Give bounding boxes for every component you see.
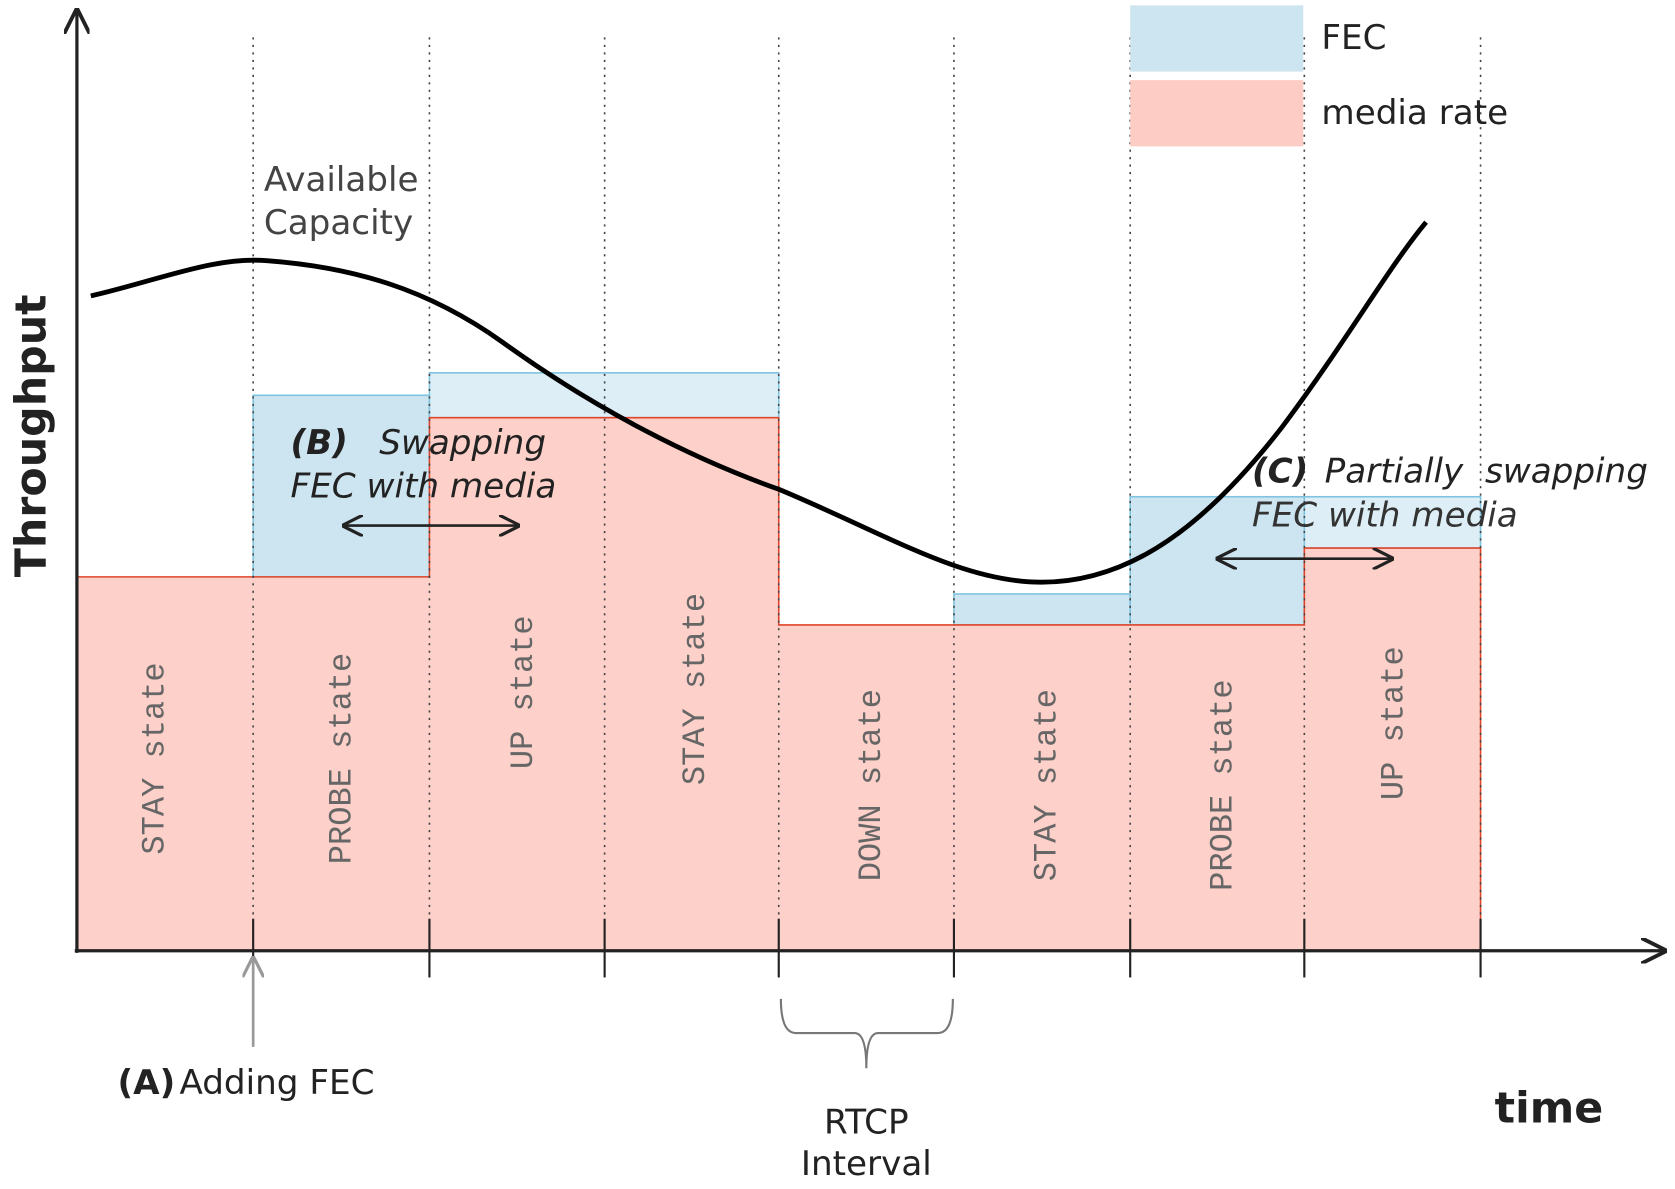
state-label: DOWN state xyxy=(853,689,890,881)
capacity-label: Available xyxy=(264,160,419,200)
fec-areas xyxy=(252,372,1482,626)
states: STAY state PROBE state UP state STAY sta… xyxy=(136,593,1412,891)
rtcp-label: RTCP xyxy=(824,1102,909,1142)
state-label: PROBE state xyxy=(1205,679,1242,890)
legend-label: FEC xyxy=(1321,18,1386,58)
rtcp-label: Interval xyxy=(801,1144,932,1184)
brace xyxy=(779,998,954,1069)
annotation-text: Swapping xyxy=(379,423,546,463)
state-label: STAY state xyxy=(136,662,173,854)
legend-label: media rate xyxy=(1321,93,1508,133)
axes xyxy=(75,11,1665,953)
annotation-text: Adding FEC xyxy=(179,1063,374,1103)
annotation-tag: (C) xyxy=(1252,452,1308,492)
annotation-tag: (A) xyxy=(118,1063,176,1103)
legend-swatch xyxy=(1130,5,1304,72)
capacity-label: Capacity xyxy=(264,203,413,243)
state-label: UP state xyxy=(505,615,542,769)
annotation-text: FEC with media xyxy=(291,467,557,507)
annotation-text: Partially swapping xyxy=(1325,452,1648,492)
state-label: STAY state xyxy=(1028,689,1065,881)
legend-swatch xyxy=(1130,80,1304,147)
annotation-tag: (B) xyxy=(291,423,348,463)
x-axis-label: time xyxy=(1495,1083,1604,1133)
state-label: UP state xyxy=(1376,646,1413,800)
state-label: STAY state xyxy=(677,593,714,785)
annotation-text: FEC with media xyxy=(1252,496,1518,536)
y-axis-label: Throughput xyxy=(7,294,57,577)
capacity-curve xyxy=(90,220,1428,585)
state-label: PROBE state xyxy=(323,653,360,864)
